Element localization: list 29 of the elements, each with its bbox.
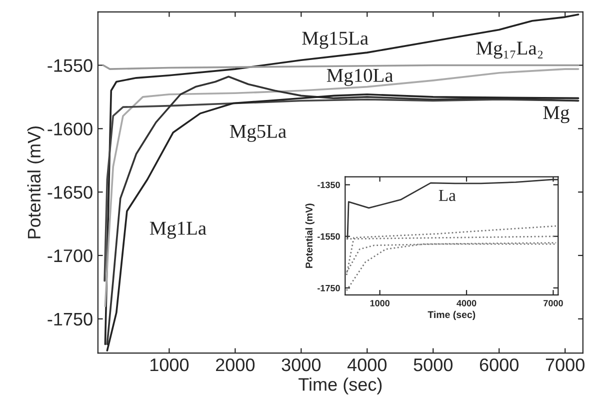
x-tick-label: 4000 — [347, 358, 387, 372]
y-tick-label: -1700 — [48, 249, 92, 262]
x-axis-title: Time (sec) — [298, 378, 382, 394]
annotation: Mg₁₇La₂ — [476, 42, 543, 59]
annotation: Mg5La — [230, 124, 286, 142]
x-tick-label: 6000 — [480, 358, 518, 372]
y-tick-label: -1750 — [48, 312, 92, 326]
y-tick-label: -1550 — [318, 233, 340, 240]
x-tick-label: 1000 — [370, 300, 390, 306]
y-tick-label: -1600 — [48, 122, 92, 136]
annotation: Mg15La — [302, 32, 368, 49]
annotation: Mg1La — [150, 222, 206, 239]
annotation: Mg10La — [326, 68, 394, 86]
y-tick-label: -1350 — [318, 182, 340, 188]
x-tick-label: 1000 — [150, 358, 189, 372]
y-tick-label: -1650 — [48, 186, 92, 199]
annotation: La — [438, 190, 456, 202]
x-tick-label: 4000 — [456, 300, 476, 306]
y-tick-label: -1750 — [318, 284, 340, 292]
x-tick-label: 7000 — [546, 358, 584, 372]
annotation: Mg — [543, 106, 570, 124]
x-tick-label: 3000 — [282, 358, 321, 372]
x-tick-label: 7000 — [544, 300, 563, 306]
x-tick-label: 2000 — [216, 358, 255, 372]
x-axis-title: Time (sec) — [428, 310, 476, 320]
x-tick-label: 5000 — [414, 358, 453, 372]
y-axis-title: Potential (mV) — [305, 204, 314, 268]
y-tick-label: -1550 — [48, 59, 92, 72]
y-axis-title: Potential (mV) — [27, 126, 44, 238]
